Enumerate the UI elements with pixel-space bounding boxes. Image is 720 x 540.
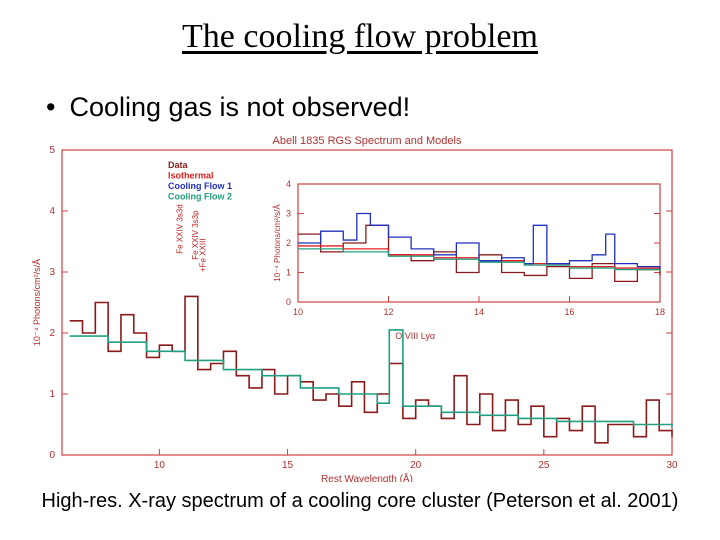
main-x-axis-label: Rest Wavelength (Å) xyxy=(321,472,413,482)
inset-x-tick-label: 10 xyxy=(293,307,303,317)
main-y-axis-label: 10⁻⁴ Photons/cm²/s/Å xyxy=(32,259,42,346)
legend-entry-isothermal: Isothermal xyxy=(168,171,214,181)
annotation-fe-line: Fe XXIV 3s3d xyxy=(175,204,184,253)
inset-y-axis-label: 10⁻⁴ Photons/cm²/s/Å xyxy=(273,204,282,282)
bullet-point: • Cooling gas is not observed! xyxy=(46,92,410,123)
figure-caption: High-res. X-ray spectrum of a cooling co… xyxy=(41,490,679,512)
bullet-text: Cooling gas is not observed! xyxy=(69,92,411,122)
inset-series-cooling-flow-1 xyxy=(298,212,661,270)
annotation-o-viii: O VIII Lyα xyxy=(395,331,435,341)
main-x-tick-label: 30 xyxy=(666,460,678,471)
inset-y-tick-label: 1 xyxy=(286,268,291,278)
inset-x-tick-label: 18 xyxy=(655,307,665,317)
annotation-fe-line: Fe XXIV 3s3p xyxy=(191,210,200,260)
main-y-tick-label: 0 xyxy=(49,450,55,461)
main-y-tick-label: 1 xyxy=(49,389,55,400)
inset-x-tick-label: 16 xyxy=(564,307,574,317)
annotation-fe-line: +Fe XXIII xyxy=(199,238,208,272)
legend-entry-cooling-flow-2: Cooling Flow 2 xyxy=(168,192,232,202)
legend-entry-cooling-flow-1: Cooling Flow 1 xyxy=(168,181,232,191)
inset-y-tick-label: 4 xyxy=(286,179,291,189)
inset-series-cooling-flow-2 xyxy=(298,248,661,272)
inset-y-tick-label: 3 xyxy=(286,209,291,219)
main-y-tick-label: 5 xyxy=(49,145,55,156)
main-x-tick-label: 20 xyxy=(410,460,422,471)
main-x-tick-label: 25 xyxy=(538,460,550,471)
main-x-tick-label: 15 xyxy=(282,460,294,471)
inset-x-tick-label: 14 xyxy=(474,307,484,317)
bullet-dot: • xyxy=(46,92,56,122)
inset-y-tick-label: 2 xyxy=(286,238,291,248)
inset-x-tick-label: 12 xyxy=(383,307,393,317)
main-x-tick-label: 10 xyxy=(154,460,166,471)
main-series-data xyxy=(69,295,673,444)
main-chart-title: Abell 1835 RGS Spectrum and Models xyxy=(273,135,462,147)
main-series-cooling-flow-2 xyxy=(69,329,673,428)
main-y-tick-label: 2 xyxy=(49,328,55,339)
main-y-tick-label: 3 xyxy=(49,267,55,278)
main-plot-frame xyxy=(61,149,673,456)
legend-entry-data: Data xyxy=(168,160,189,170)
slide-title: The cooling flow problem xyxy=(182,18,538,55)
main-y-tick-label: 4 xyxy=(49,206,55,217)
inset-y-tick-label: 0 xyxy=(286,297,291,307)
